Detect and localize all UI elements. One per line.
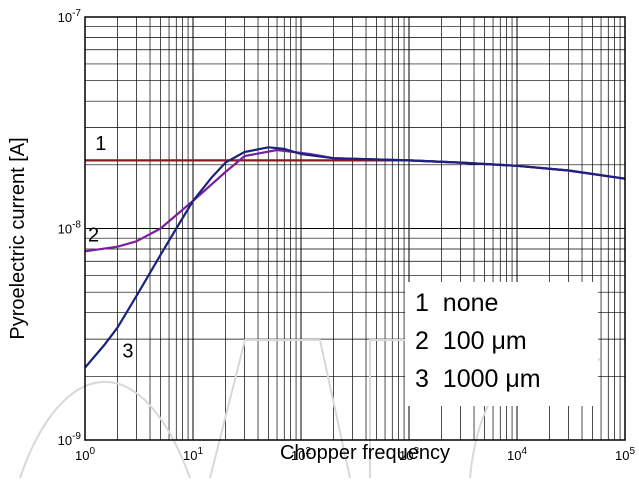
x-tick-label: 105	[615, 446, 635, 463]
curve-label: 3	[122, 341, 133, 363]
legend: 1 none 2 100 μm 3 1000 μm	[405, 282, 598, 406]
y-tick-label: 10-9	[58, 431, 82, 448]
x-axis-label: Chopper frequency	[280, 442, 450, 464]
curve-label: 2	[88, 224, 99, 246]
y-tick-label: 10-7	[58, 8, 82, 25]
series-line-2	[84, 148, 626, 253]
x-tick-labels: 100 101 102 103 104 105	[75, 446, 635, 463]
series-group	[84, 146, 626, 369]
y-tick-label: 10-8	[58, 220, 82, 237]
legend-entry: 3 1000 μm	[415, 365, 541, 393]
watermark-shape	[209, 339, 351, 479]
series-line-3	[84, 146, 626, 369]
series-line-1	[85, 159, 626, 180]
curve-label: 1	[95, 133, 106, 155]
x-tick-label: 102	[291, 446, 311, 463]
y-tick-labels: 10-9 10-8 10-7	[58, 8, 82, 448]
y-axis-label: Pyroelectric current [A]	[7, 137, 29, 339]
x-tick-label: 101	[183, 446, 203, 463]
plot-frame	[84, 16, 626, 441]
legend-box	[405, 282, 598, 406]
legend-entry: 1 none	[415, 289, 498, 317]
x-tick-label: 100	[75, 446, 95, 463]
x-tick-label: 104	[507, 446, 527, 463]
watermark-shape	[19, 380, 191, 479]
x-tick-label: 103	[399, 446, 419, 463]
curve-labels: 1 2 3	[88, 133, 134, 363]
legend-entry: 2 100 μm	[415, 327, 527, 355]
